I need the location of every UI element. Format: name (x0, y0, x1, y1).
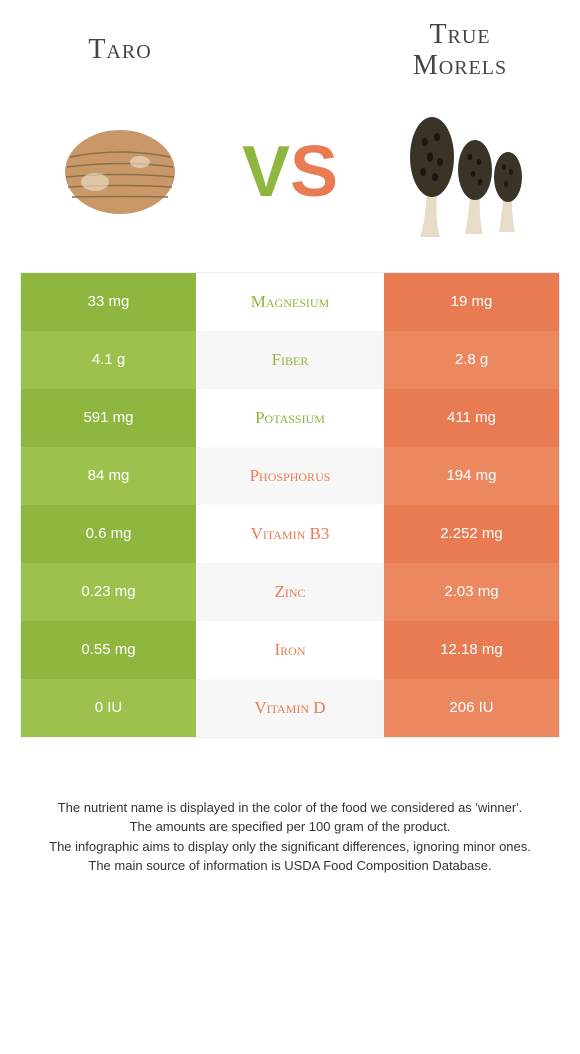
footer-line: The main source of information is USDA F… (30, 856, 550, 876)
nutrient-row: 0.23 mgZinc2.03 mg (21, 563, 559, 621)
left-value: 33 mg (21, 273, 196, 331)
nutrient-label: Zinc (196, 563, 384, 621)
header: Taro True Morels (0, 0, 580, 92)
right-title-line2: Morels (413, 50, 507, 81)
right-value: 2.8 g (384, 331, 559, 389)
left-title: Taro (40, 35, 200, 66)
images-row: VS (0, 92, 580, 272)
nutrient-label: Magnesium (196, 273, 384, 331)
footer-line: The amounts are specified per 100 gram o… (30, 817, 550, 837)
footer-line: The infographic aims to display only the… (30, 837, 550, 857)
nutrient-row: 0.55 mgIron12.18 mg (21, 621, 559, 679)
taro-image (40, 102, 200, 242)
nutrient-row: 591 mgPotassium411 mg (21, 389, 559, 447)
vs-v: V (242, 132, 290, 212)
right-value: 2.03 mg (384, 563, 559, 621)
right-title: True Morels (380, 20, 540, 82)
nutrient-label: Vitamin D (196, 679, 384, 737)
left-value: 4.1 g (21, 331, 196, 389)
nutrient-label: Potassium (196, 389, 384, 447)
nutrient-table: 33 mgMagnesium19 mg4.1 gFiber2.8 g591 mg… (20, 272, 560, 738)
right-value: 411 mg (384, 389, 559, 447)
morels-image (380, 102, 540, 242)
left-value: 0 IU (21, 679, 196, 737)
vs-label: VS (242, 131, 338, 213)
left-value: 0.55 mg (21, 621, 196, 679)
footer-line: The nutrient name is displayed in the co… (30, 798, 550, 818)
right-value: 2.252 mg (384, 505, 559, 563)
nutrient-row: 0.6 mgVitamin B32.252 mg (21, 505, 559, 563)
right-value: 194 mg (384, 447, 559, 505)
left-value: 84 mg (21, 447, 196, 505)
nutrient-label: Vitamin B3 (196, 505, 384, 563)
right-value: 206 IU (384, 679, 559, 737)
nutrient-row: 0 IUVitamin D206 IU (21, 679, 559, 737)
left-value: 0.23 mg (21, 563, 196, 621)
right-value: 19 mg (384, 273, 559, 331)
right-title-line1: True (429, 19, 490, 50)
nutrient-label: Phosphorus (196, 447, 384, 505)
nutrient-row: 84 mgPhosphorus194 mg (21, 447, 559, 505)
nutrient-row: 4.1 gFiber2.8 g (21, 331, 559, 389)
nutrient-label: Fiber (196, 331, 384, 389)
right-value: 12.18 mg (384, 621, 559, 679)
nutrient-row: 33 mgMagnesium19 mg (21, 273, 559, 331)
left-value: 591 mg (21, 389, 196, 447)
footer-notes: The nutrient name is displayed in the co… (0, 798, 580, 876)
left-value: 0.6 mg (21, 505, 196, 563)
nutrient-label: Iron (196, 621, 384, 679)
vs-s: S (290, 132, 338, 212)
